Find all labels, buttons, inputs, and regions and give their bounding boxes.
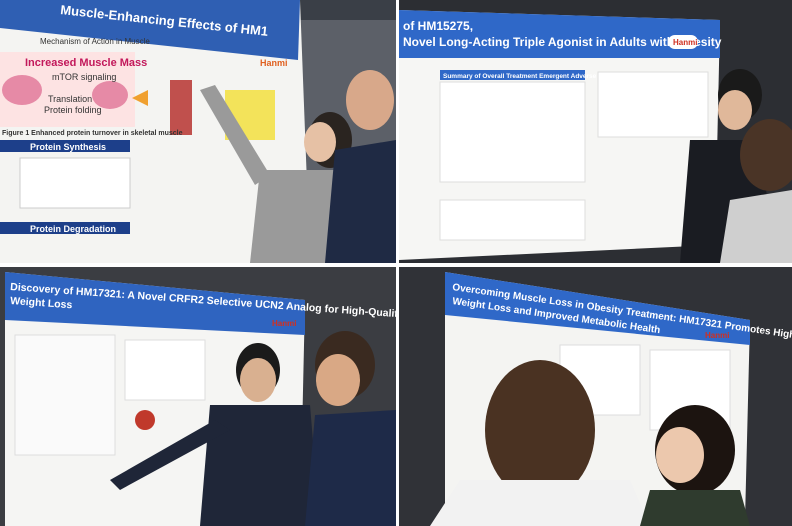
poster-text: Protein folding <box>44 105 102 115</box>
photo-1: Muscle-Enhancing Effects of HM1 Hanmi Me… <box>0 0 396 263</box>
poster-text: Summary of Overall Treatment Emergent Ad… <box>443 73 620 80</box>
logo: Hanmi <box>705 331 729 340</box>
figure <box>170 80 192 135</box>
poster-header <box>5 272 305 335</box>
poster-header <box>445 272 750 345</box>
table <box>439 81 586 183</box>
text-block <box>14 334 116 456</box>
poster-text: Protein Synthesis <box>30 142 106 152</box>
chart <box>19 157 131 209</box>
poster-text: Figure 1 Enhanced protein turnover in sk… <box>2 130 183 137</box>
face <box>240 358 276 402</box>
arm <box>200 85 270 185</box>
poster-text: mTOR signaling <box>52 72 116 82</box>
hair <box>740 119 792 191</box>
face <box>316 354 360 406</box>
poster-text: Protein Degradation <box>30 224 116 234</box>
arm <box>110 420 230 490</box>
logo: Hanmi <box>260 58 288 68</box>
person <box>325 140 396 263</box>
person <box>430 480 650 526</box>
band <box>0 140 130 152</box>
logo: Hanmi <box>272 319 296 328</box>
muscle-icon <box>92 81 128 109</box>
table <box>439 199 586 241</box>
person <box>305 410 396 526</box>
poster-text: Mechanism of Action in Muscle <box>40 37 150 46</box>
face <box>304 122 336 162</box>
person <box>640 490 750 526</box>
poster-text: Increased Muscle Mass <box>25 57 147 69</box>
person <box>720 190 792 263</box>
figure <box>135 410 155 430</box>
face <box>718 90 752 130</box>
logo-badge <box>668 35 698 49</box>
table <box>124 339 206 401</box>
person <box>200 405 320 526</box>
muscle-icon <box>2 75 42 105</box>
poster-header <box>0 0 300 60</box>
poster-title: of HM15275, <box>403 19 473 33</box>
poster-subtitle: Novel Long-Acting Triple Agonist in Adul… <box>403 35 722 49</box>
poster-text: Translation <box>48 94 92 104</box>
photo-3: Discovery of HM17321: A Novel CRFR2 Sele… <box>0 267 404 526</box>
photo-2: of HM15275, Novel Long-Acting Triple Ago… <box>399 0 792 263</box>
band <box>440 70 585 80</box>
face <box>656 427 704 483</box>
poster-subtitle: Weight Loss <box>10 295 73 311</box>
chart <box>597 71 709 138</box>
arrow <box>132 90 148 106</box>
face <box>346 70 394 130</box>
photo-4: Overcoming Muscle Loss in Obesity Treatm… <box>399 267 792 526</box>
band <box>0 222 130 234</box>
logo: Hanmi <box>673 38 697 47</box>
poster-header <box>399 10 720 58</box>
hair <box>485 360 595 500</box>
